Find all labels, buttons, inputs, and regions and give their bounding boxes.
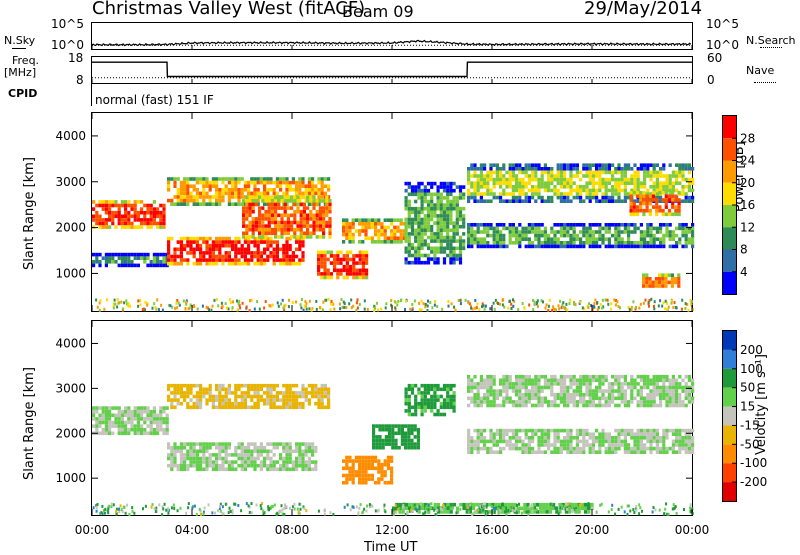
power-echo-band-5 xyxy=(317,251,368,280)
velocity-colorbar-label-4: -15 xyxy=(740,418,760,432)
time-tick-label-1: 04:00 xyxy=(175,523,210,537)
power-colorbar-label-1: 24 xyxy=(740,154,755,168)
velocity-colorbar-segment-8 xyxy=(723,482,736,501)
velocity-echo-band-6 xyxy=(467,429,694,454)
power-ytick-label-1: 2000 xyxy=(55,221,86,235)
time-tick-label-4: 16:00 xyxy=(475,523,510,537)
power-colorbar-segment-7 xyxy=(723,272,736,294)
power-echo-band-0 xyxy=(92,200,166,229)
velocity-echo-band-7 xyxy=(467,375,694,407)
velocity-colorbar-segment-4 xyxy=(723,407,736,426)
power-echo-band-1 xyxy=(92,253,169,267)
time-tick-label-6: 00:00 xyxy=(675,523,710,537)
velocity-colorbar-label-1: 100 xyxy=(740,362,763,376)
velocity-echo-band-4 xyxy=(372,424,420,449)
velocity-colorbar-label-2: 50 xyxy=(740,381,755,395)
velocity-colorbar-segment-6 xyxy=(723,444,736,463)
velocity-colorbar-segment-2 xyxy=(723,369,736,388)
velocity-colorbar-label-5: -50 xyxy=(740,437,760,451)
power-colorbar-segment-4 xyxy=(723,205,736,227)
power-colorbar-label-4: 12 xyxy=(740,220,755,234)
velocity-ytick-label-3: 4000 xyxy=(55,336,86,350)
power-colorbar-segment-3 xyxy=(723,183,736,205)
power-echo-band-6 xyxy=(342,218,406,243)
time-tick-label-0: 00:00 xyxy=(75,523,110,537)
power-echo-band-10 xyxy=(630,191,681,216)
power-ytick-label-0: 1000 xyxy=(55,266,86,280)
power-echo-band-11 xyxy=(642,273,680,287)
velocity-echo-band-1 xyxy=(167,384,330,409)
velocity-echo-band-0 xyxy=(92,406,169,435)
power-echo-band-8 xyxy=(467,223,694,248)
velocity-colorbar-segment-7 xyxy=(723,463,736,482)
velocity-colorbar-label-3: 15 xyxy=(740,400,755,414)
power-colorbar-label-3: 16 xyxy=(740,198,755,212)
power-echo-band-4 xyxy=(242,196,332,239)
power-echo-band-2 xyxy=(167,237,305,266)
power-low-range-scatter xyxy=(95,298,694,312)
velocity-colorbar-segment-5 xyxy=(723,425,736,444)
power-colorbar-segment-0 xyxy=(723,116,736,138)
power-colorbar-label-6: 4 xyxy=(740,265,748,279)
velocity-colorbar-segment-1 xyxy=(723,350,736,369)
velocity-ytick-label-2: 3000 xyxy=(55,381,86,395)
time-tick-label-2: 08:00 xyxy=(275,523,310,537)
power-colorbar-segment-1 xyxy=(723,138,736,160)
power-colorbar-label-0: 28 xyxy=(740,131,755,145)
velocity-colorbar-segment-3 xyxy=(723,388,736,407)
power-ytick-label-3: 4000 xyxy=(55,129,86,143)
power-echo-band-7 xyxy=(405,182,466,265)
power-colorbar-label-2: 20 xyxy=(740,176,755,190)
power-echo-band-9 xyxy=(467,163,694,203)
velocity-ytick-label-1: 2000 xyxy=(55,426,86,440)
velocity-echo-band-2 xyxy=(167,442,317,471)
power-colorbar-segment-2 xyxy=(723,161,736,183)
velocity-colorbar-segment-0 xyxy=(723,331,736,350)
power-colorbar-label-5: 8 xyxy=(740,243,748,257)
velocity-colorbar-label-6: -100 xyxy=(740,456,767,470)
velocity-echo-band-3 xyxy=(342,456,393,485)
velocity-echo-band-5 xyxy=(405,384,456,416)
power-colorbar-segment-5 xyxy=(723,227,736,249)
power-ytick-label-2: 3000 xyxy=(55,175,86,189)
velocity-colorbar-label-0: 200 xyxy=(740,343,763,357)
time-tick-label-3: 12:00 xyxy=(375,523,410,537)
power-colorbar-segment-6 xyxy=(723,250,736,272)
velocity-colorbar-label-7: -200 xyxy=(740,475,767,489)
noise-series-0 xyxy=(92,40,691,45)
frequency-series xyxy=(92,62,692,76)
time-tick-label-5: 20:00 xyxy=(575,523,610,537)
velocity-ytick-label-0: 1000 xyxy=(55,471,86,485)
